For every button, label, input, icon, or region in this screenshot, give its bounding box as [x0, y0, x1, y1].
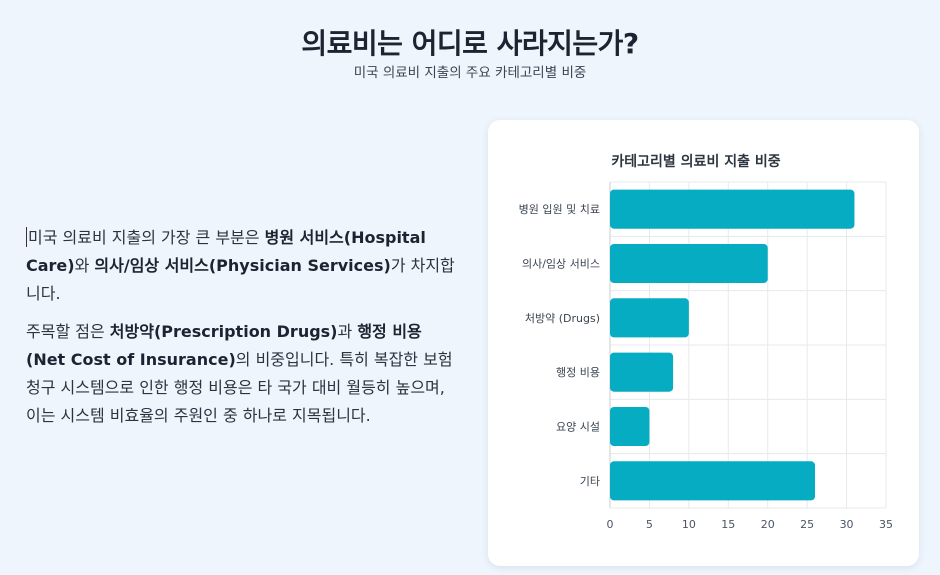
page-title: 의료비는 어디로 사라지는가? — [301, 27, 639, 60]
description-text: 미국 의료비 지출의 가장 큰 부분은 병원 서비스(Hospital Care… — [26, 224, 458, 440]
bar-0 — [610, 189, 855, 229]
p2-text-3: 의 비중입니다. 특히 복잡한 보험 청구 시스템으로 인한 행정 비용은 타 … — [26, 350, 453, 425]
text-cursor — [26, 227, 27, 247]
p1-bold-hospital: 병원 서비스(Hospital Care) — [26, 228, 426, 275]
category-label-3: 행정 비용 — [556, 366, 600, 379]
chart-x-ticks: 0 5 10 15 20 25 30 35 — [607, 518, 894, 531]
p2-bold-drugs: 처방약(Prescription Drugs) — [109, 322, 338, 341]
page-header: 의료비는 어디로 사라지는가? 미국 의료비 지출의 주요 카테고리별 비중 — [0, 26, 940, 82]
chart-grid — [609, 181, 887, 509]
chart-bars — [610, 189, 855, 501]
x-tick-label-2: 10 — [682, 518, 696, 531]
bar-3 — [610, 352, 674, 392]
category-label-4: 요양 시설 — [556, 421, 600, 434]
x-tick-label-3: 15 — [721, 518, 735, 531]
paragraph-1: 미국 의료비 지출의 가장 큰 부분은 병원 서비스(Hospital Care… — [26, 224, 458, 308]
category-label-0: 병원 입원 및 치료 — [519, 203, 600, 216]
category-label-1: 의사/임상 서비스 — [522, 258, 600, 271]
x-tick-label-1: 5 — [646, 518, 653, 531]
p2-bold-admin: 행정 비용(Net Cost of Insurance) — [26, 322, 422, 369]
p1-bold-physician: 의사/임상 서비스(Physician Services) — [94, 256, 391, 275]
bar-1 — [610, 243, 768, 284]
p2-text-2: 과 — [337, 322, 358, 341]
x-tick-label-6: 30 — [840, 518, 854, 531]
p2-text-1: 주목할 점은 — [26, 322, 110, 341]
p1-text-2: 와 — [74, 256, 95, 275]
bar-4 — [610, 406, 650, 447]
category-label-5: 기타 — [580, 475, 600, 488]
category-label-2: 처방약 (Drugs) — [525, 311, 600, 325]
x-tick-label-7: 35 — [879, 518, 893, 531]
x-tick-label-5: 25 — [800, 518, 814, 531]
page-subtitle: 미국 의료비 지출의 주요 카테고리별 비중 — [353, 65, 587, 81]
bar-2 — [610, 298, 689, 338]
x-tick-label-0: 0 — [607, 518, 614, 531]
x-tick-label-4: 20 — [761, 518, 775, 531]
paragraph-2: 주목할 점은 처방약(Prescription Drugs)과 행정 비용(Ne… — [26, 318, 458, 430]
bar-5 — [610, 461, 816, 501]
p1-text-1: 미국 의료비 지출의 가장 큰 부분은 — [28, 228, 265, 247]
chart-title: 카테고리별 의료비 지출 비중 — [611, 153, 780, 170]
p1-text-3: 가 차지합니다. — [26, 256, 455, 303]
